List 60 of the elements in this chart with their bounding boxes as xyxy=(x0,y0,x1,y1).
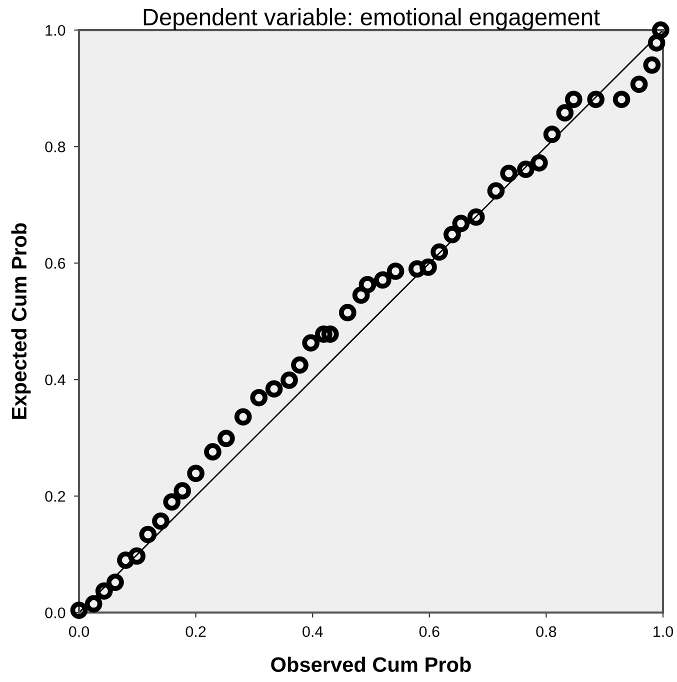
point xyxy=(204,443,222,461)
x-tick-label: 1.0 xyxy=(654,626,674,638)
point xyxy=(70,602,88,619)
y-tick-label: 0.8 xyxy=(45,141,66,152)
point xyxy=(352,286,370,304)
y-axis-title: Expected Cum Prob xyxy=(11,223,31,419)
point xyxy=(291,356,308,374)
point xyxy=(648,34,666,52)
x-tick-label: 0.2 xyxy=(186,626,206,638)
y-tick-label: 0.6 xyxy=(45,258,66,269)
point xyxy=(467,208,485,226)
point xyxy=(630,76,648,93)
point xyxy=(117,551,134,569)
y-tick-label: 1.0 xyxy=(46,24,66,36)
point xyxy=(280,372,298,389)
point xyxy=(652,21,670,39)
chart-title: Dependent variable: emotional engagement xyxy=(144,8,600,30)
x-tick-label: 0.4 xyxy=(302,626,323,638)
point xyxy=(556,104,574,122)
point xyxy=(358,276,376,294)
point xyxy=(174,482,192,500)
point xyxy=(217,430,235,448)
point xyxy=(530,154,548,172)
point xyxy=(643,56,661,74)
point xyxy=(106,574,124,591)
point xyxy=(452,214,470,232)
point xyxy=(302,334,320,352)
point xyxy=(234,408,252,426)
point xyxy=(386,262,404,280)
point xyxy=(374,271,392,289)
point xyxy=(517,160,534,178)
x-tick-label: 0.0 xyxy=(68,626,90,638)
point xyxy=(408,260,426,278)
point xyxy=(187,464,204,482)
point xyxy=(443,226,461,244)
point xyxy=(430,243,448,261)
point xyxy=(487,182,505,200)
point xyxy=(564,90,582,108)
point xyxy=(128,547,146,565)
y-tick-label: 0.2 xyxy=(45,490,66,502)
y-tick-label: 0.0 xyxy=(45,607,66,618)
y-tick-label: 0.4 xyxy=(45,374,66,386)
point xyxy=(500,164,518,182)
point xyxy=(420,258,437,276)
point xyxy=(587,90,605,108)
point xyxy=(612,90,630,108)
point xyxy=(84,595,102,613)
point xyxy=(543,126,561,144)
x-tick-label: 0.6 xyxy=(419,626,440,638)
point xyxy=(321,325,339,343)
point xyxy=(139,526,157,544)
point xyxy=(265,380,283,398)
point xyxy=(250,388,268,406)
point xyxy=(315,325,332,343)
point xyxy=(338,304,356,322)
x-axis-title: Observed Cum Prob xyxy=(271,656,471,672)
point xyxy=(163,493,181,511)
point xyxy=(95,582,113,600)
x-tick-label: 0.8 xyxy=(536,626,556,638)
point xyxy=(152,512,170,530)
